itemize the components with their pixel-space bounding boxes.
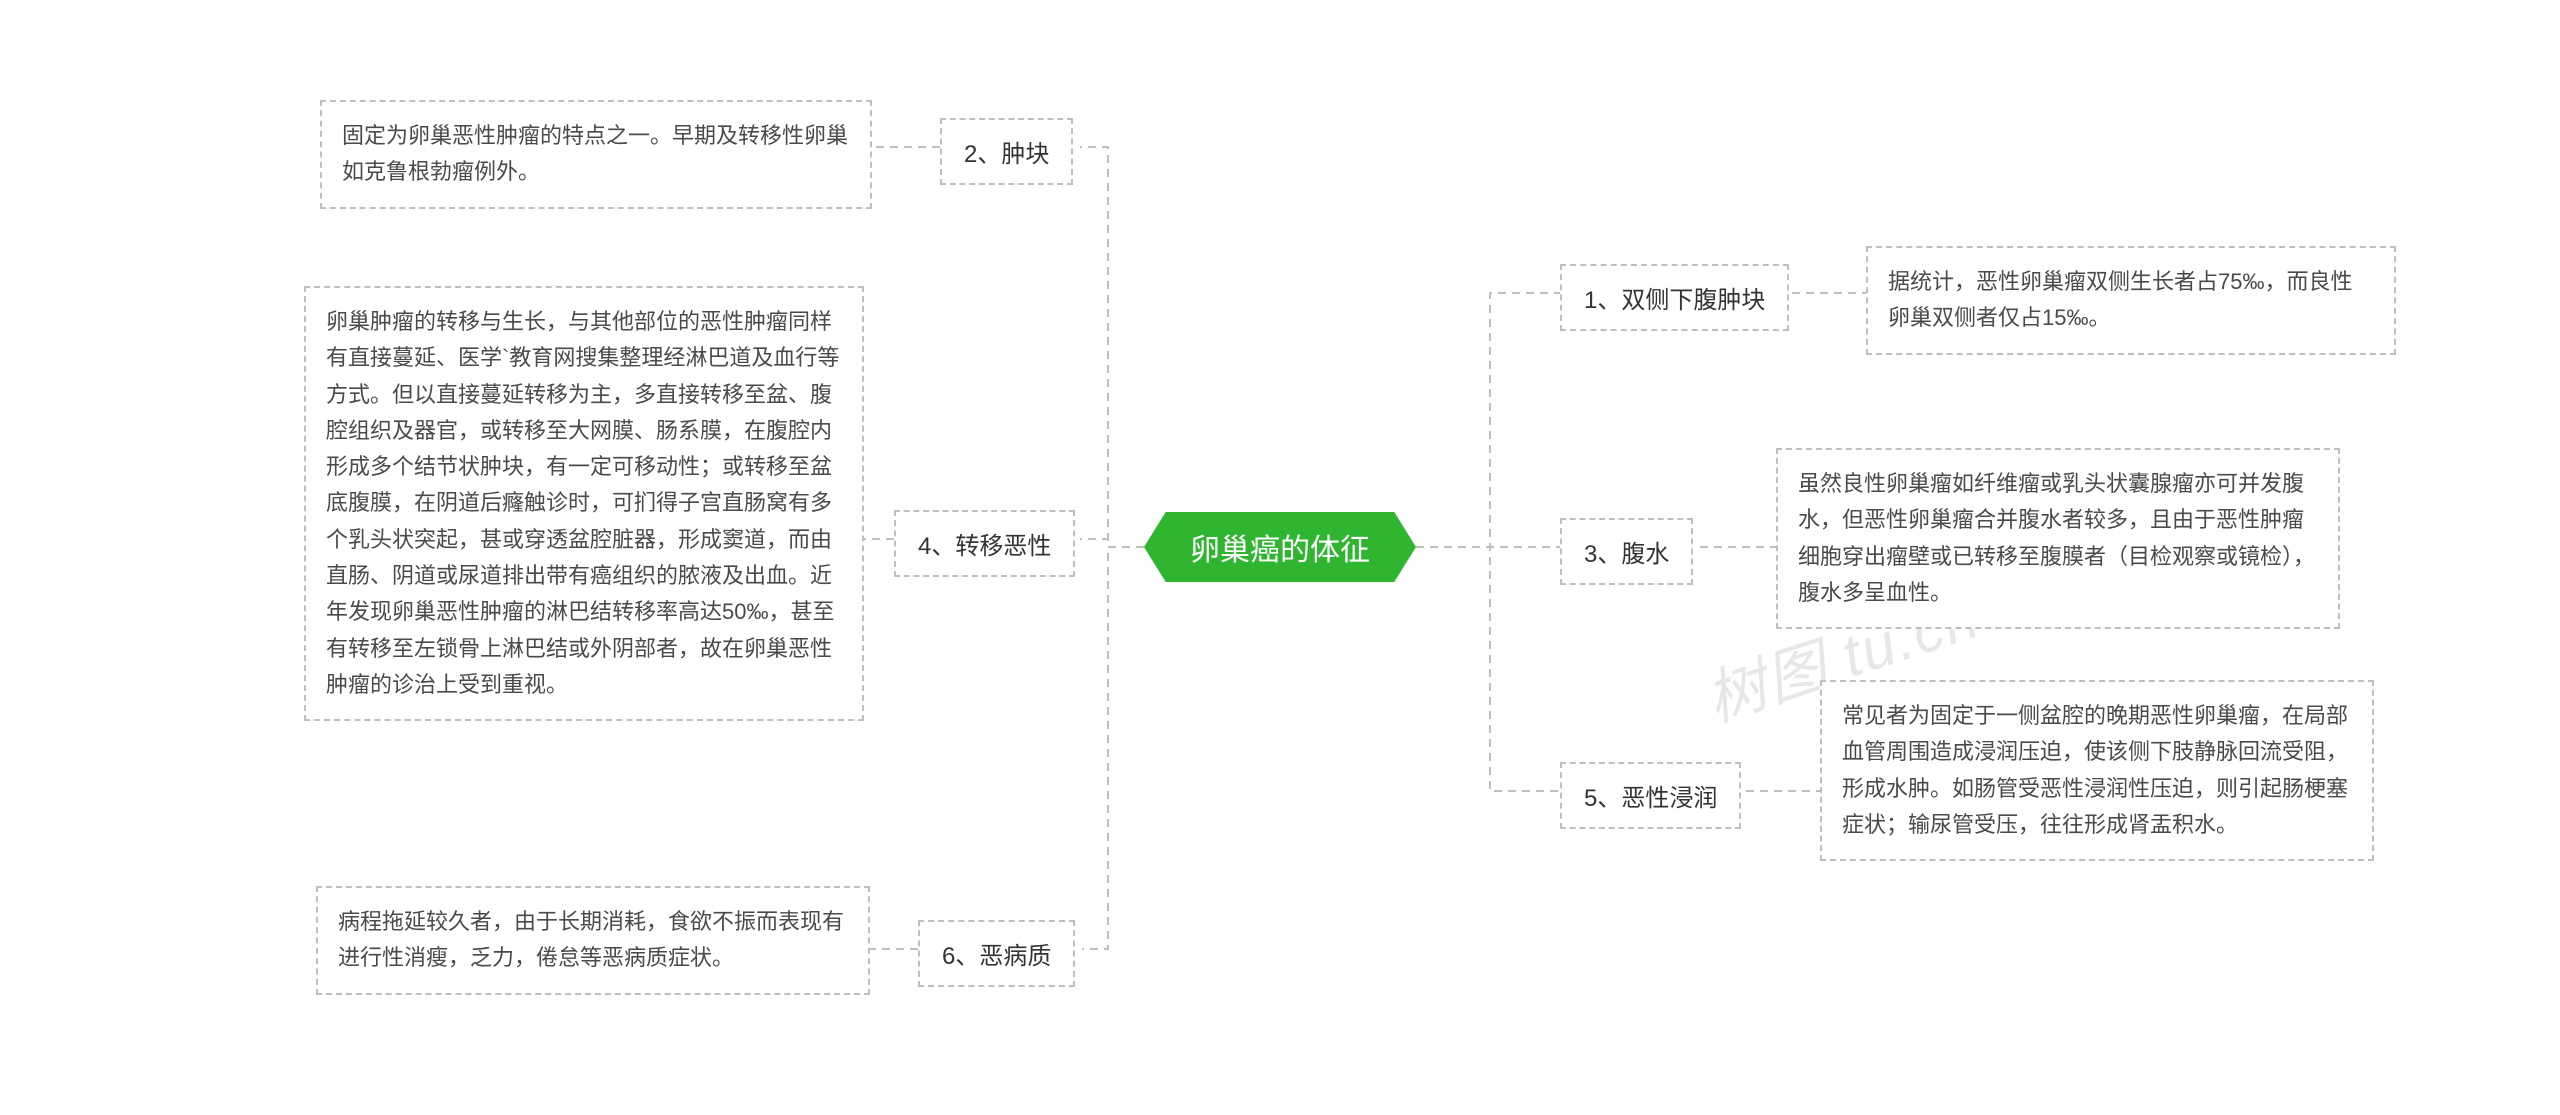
topic-node-l4[interactable]: 4、转移恶性 [894, 510, 1075, 577]
detail-node-l2: 固定为卵巢恶性肿瘤的特点之一。早期及转移性卵巢如克鲁根勃瘤例外。 [320, 100, 872, 209]
topic-node-l2[interactable]: 2、肿块 [940, 118, 1073, 185]
detail-node-r3: 虽然良性卵巢瘤如纤维瘤或乳头状囊腺瘤亦可并发腹水，但恶性卵巢瘤合并腹水者较多，且… [1776, 448, 2340, 629]
center-node[interactable]: 卵巢癌的体征 [1144, 512, 1416, 582]
topic-node-r1[interactable]: 1、双侧下腹肿块 [1560, 264, 1789, 331]
topic-node-r3[interactable]: 3、腹水 [1560, 518, 1693, 585]
detail-node-r1: 据统计，恶性卵巢瘤双侧生长者占75‰，而良性卵巢双侧者仅占15‰。 [1866, 246, 2396, 355]
detail-node-r5: 常见者为固定于一侧盆腔的晚期恶性卵巢瘤，在局部血管周围造成浸润压迫，使该侧下肢静… [1820, 680, 2374, 861]
detail-node-l4: 卵巢肿瘤的转移与生长，与其他部位的恶性肿瘤同样有直接蔓延、医学`教育网搜集整理经… [304, 286, 864, 721]
topic-node-l6[interactable]: 6、恶病质 [918, 920, 1075, 987]
detail-node-l6: 病程拖延较久者，由于长期消耗，食欲不振而表现有进行性消瘦，乏力，倦怠等恶病质症状… [316, 886, 870, 995]
mindmap-canvas: tu.cn 树图 tu.cn 卵巢癌的体征 1、双侧下腹肿块 据统计，恶性卵巢瘤… [0, 0, 2560, 1115]
topic-node-r5[interactable]: 5、恶性浸润 [1560, 762, 1741, 829]
